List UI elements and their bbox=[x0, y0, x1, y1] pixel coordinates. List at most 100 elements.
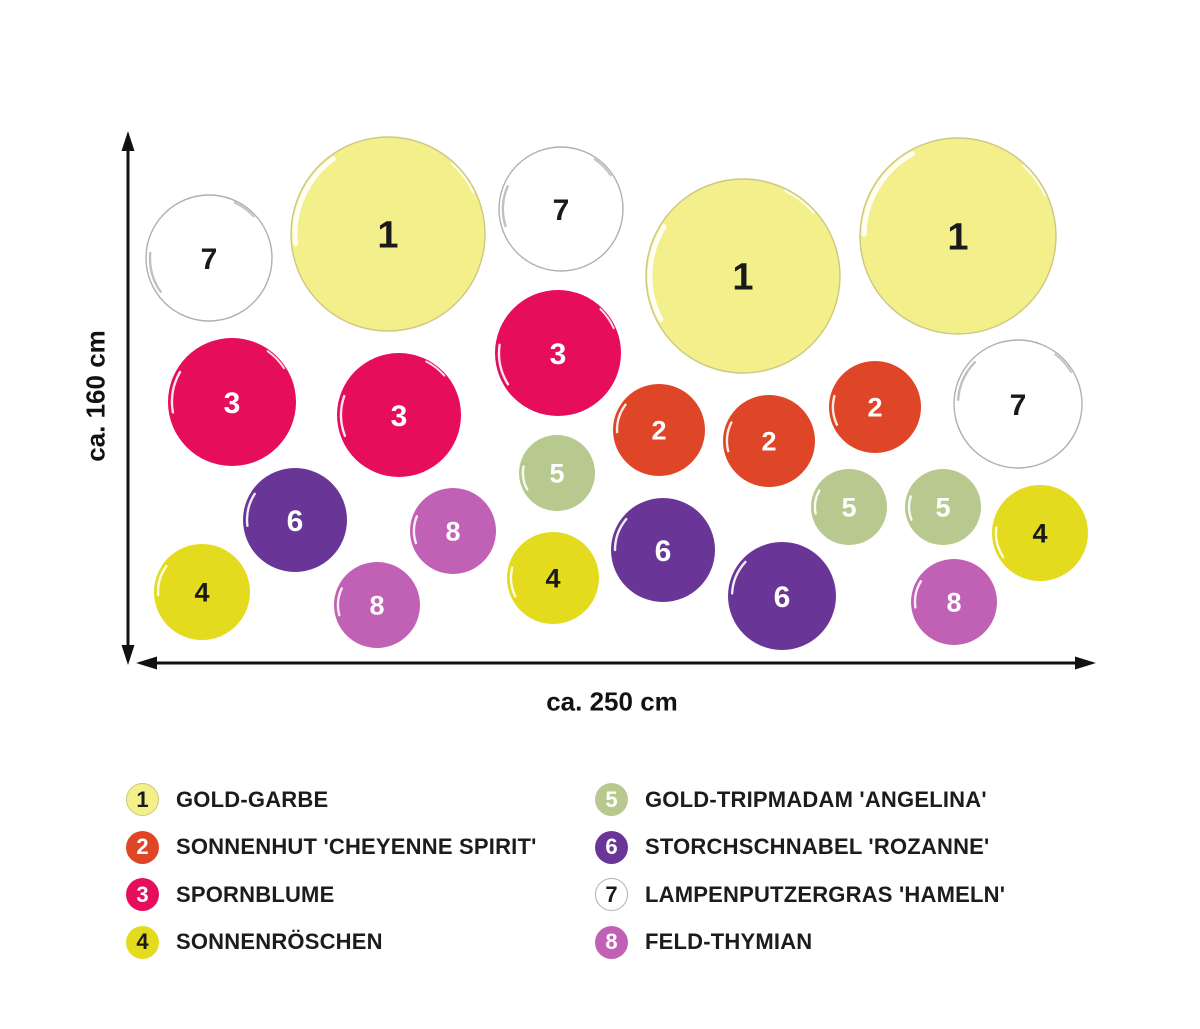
legend-label-7: LAMPENPUTZERGRAS 'HAMELN' bbox=[645, 881, 1006, 907]
plant-circle-number: 3 bbox=[550, 338, 567, 371]
brush-streak bbox=[831, 394, 839, 426]
legend-item-5: 5 GOLD-TRIPMADAM 'ANGELINA' bbox=[595, 776, 1005, 824]
plant-circle-6: 6 bbox=[728, 542, 836, 650]
plant-circle-number: 8 bbox=[445, 517, 460, 547]
plant-circle-number: 6 bbox=[287, 505, 304, 538]
brush-streak bbox=[339, 394, 347, 437]
plant-circle-number: 5 bbox=[841, 493, 856, 523]
plant-circle-number: 8 bbox=[369, 591, 384, 621]
legend-label-8: FELD-THYMIAN bbox=[645, 929, 813, 955]
plant-circle-number: 6 bbox=[774, 581, 791, 614]
brush-streak bbox=[725, 421, 733, 453]
plant-circle-4: 4 bbox=[507, 532, 599, 624]
plant-circle-3: 3 bbox=[337, 353, 461, 477]
brush-streak bbox=[170, 370, 182, 414]
plant-circle-4: 4 bbox=[154, 544, 250, 640]
brush-streak bbox=[266, 350, 285, 370]
brush-streak bbox=[501, 185, 509, 228]
plant-circle-number: 7 bbox=[1010, 389, 1027, 422]
plant-circle-number: 8 bbox=[946, 588, 961, 618]
legend-item-2: 2 SONNENHUT 'CHEYENNE SPIRIT' bbox=[126, 824, 537, 872]
brush-streak bbox=[497, 343, 510, 386]
plant-circle-number: 1 bbox=[947, 217, 968, 259]
brush-streak bbox=[647, 224, 667, 323]
plant-circle-number: 5 bbox=[549, 459, 564, 489]
brush-streak bbox=[593, 158, 612, 177]
legend-dot-5: 5 bbox=[595, 783, 628, 817]
plant-circle-2: 2 bbox=[829, 361, 921, 453]
brush-streak bbox=[783, 189, 815, 214]
brush-streak bbox=[336, 587, 343, 617]
brush-streak bbox=[1054, 353, 1073, 374]
legend-item-7: 7 LAMPENPUTZERGRAS 'HAMELN' bbox=[595, 871, 1005, 919]
brush-streak bbox=[956, 361, 976, 401]
brush-streak bbox=[994, 526, 1005, 559]
plant-circle-number: 4 bbox=[1032, 519, 1047, 549]
plant-circle-number: 1 bbox=[377, 215, 398, 257]
plant-circle-number: 2 bbox=[761, 427, 776, 457]
legend-label-2: SONNENHUT 'CHEYENNE SPIRIT' bbox=[176, 834, 537, 860]
height-arrow-head-bottom bbox=[121, 645, 135, 665]
plant-circle-number: 7 bbox=[201, 243, 218, 276]
plant-circle-3: 3 bbox=[168, 338, 296, 466]
legend-column-left: 1 GOLD-GARBE 2 SONNENHUT 'CHEYENNE SPIRIT' 3… bbox=[126, 776, 537, 966]
brush-streak bbox=[907, 495, 913, 521]
plant-circle-5: 5 bbox=[905, 469, 981, 545]
brush-streak bbox=[861, 151, 915, 237]
dimension-arrows bbox=[121, 131, 1096, 670]
legend-label-3: SPORNBLUME bbox=[176, 881, 335, 907]
plant-circle-number: 1 bbox=[732, 257, 753, 299]
plant-circle-number: 3 bbox=[224, 387, 241, 420]
brush-streak bbox=[730, 560, 747, 595]
planting-diagram: 7 1 7 1 1 3 3 3 2 2 2 7 6 8 5 6 5 5 4 4 8 4 6 8 bbox=[121, 131, 1096, 670]
legend-dot-6: 6 bbox=[595, 830, 628, 864]
legend-column-right: 5 GOLD-TRIPMADAM 'ANGELINA' 6 STORCHSCHNABE… bbox=[595, 776, 1005, 966]
legend-label-1: GOLD-GARBE bbox=[176, 786, 329, 812]
width-arrow-head-right bbox=[1075, 656, 1096, 670]
plant-circle-3: 3 bbox=[495, 290, 621, 416]
plant-circle-number: 3 bbox=[391, 400, 408, 433]
brush-streak bbox=[148, 251, 162, 293]
plant-circle-1: 1 bbox=[859, 137, 1057, 335]
legend-item-1: 1 GOLD-GARBE bbox=[126, 776, 537, 824]
brush-streak bbox=[813, 489, 821, 515]
brush-streak bbox=[450, 162, 475, 194]
width-dimension-label: ca. 250 cm bbox=[546, 686, 678, 717]
brush-streak bbox=[521, 465, 529, 491]
legend-dot-8: 8 bbox=[595, 925, 628, 959]
brush-streak bbox=[245, 492, 256, 527]
legend-label-4: SONNENRÖSCHEN bbox=[176, 929, 383, 955]
legend-dot-7: 7 bbox=[595, 878, 628, 912]
plant-circle-2: 2 bbox=[613, 384, 705, 476]
plant-circle-7: 7 bbox=[953, 339, 1083, 469]
brush-streak bbox=[156, 564, 168, 597]
plant-circle-6: 6 bbox=[611, 498, 715, 602]
plant-circle-7: 7 bbox=[145, 194, 273, 322]
brush-streak bbox=[412, 515, 418, 545]
plant-circle-5: 5 bbox=[519, 435, 595, 511]
plant-circle-1: 1 bbox=[645, 178, 841, 374]
width-arrow-head-left bbox=[136, 656, 157, 670]
brush-streak bbox=[425, 360, 446, 377]
plant-circle-number: 2 bbox=[651, 416, 666, 446]
plant-circle-number: 2 bbox=[867, 393, 882, 423]
plant-circle-4: 4 bbox=[992, 485, 1088, 581]
brush-streak bbox=[292, 156, 336, 247]
legend-dot-2: 2 bbox=[126, 830, 159, 864]
plant-circles-layer: 7 1 7 1 1 3 3 3 2 2 2 7 6 8 5 6 5 5 4 4 8 4 6 8 bbox=[145, 136, 1088, 650]
legend-item-3: 3 SPORNBLUME bbox=[126, 871, 537, 919]
plant-circle-5: 5 bbox=[811, 469, 887, 545]
plant-circle-number: 6 bbox=[655, 535, 672, 568]
brush-streak bbox=[599, 308, 615, 330]
plant-circle-number: 7 bbox=[553, 194, 570, 227]
height-arrow-head-top bbox=[121, 131, 135, 151]
brush-streak bbox=[615, 403, 627, 434]
brush-streak bbox=[509, 566, 517, 598]
legend-item-6: 6 STORCHSCHNABEL 'ROZANNE' bbox=[595, 824, 1005, 872]
legend-label-6: STORCHSCHNABEL 'ROZANNE' bbox=[645, 834, 990, 860]
plant-circle-2: 2 bbox=[723, 395, 815, 487]
plant-circle-number: 4 bbox=[194, 578, 209, 608]
brush-streak bbox=[1022, 164, 1046, 197]
plant-circle-1: 1 bbox=[290, 136, 486, 332]
